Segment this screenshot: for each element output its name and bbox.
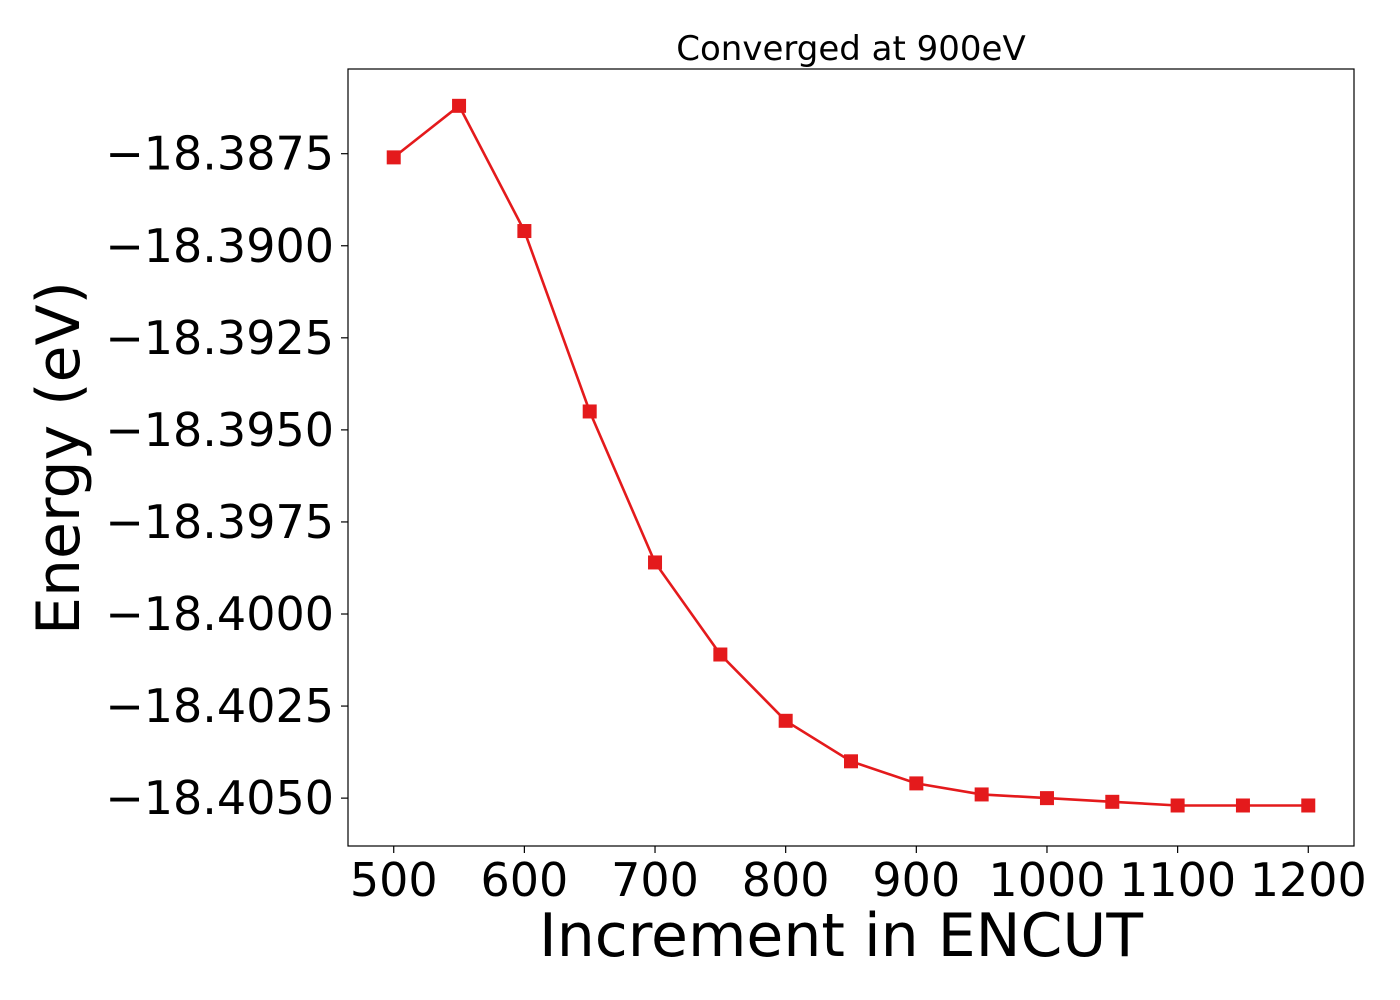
data-point bbox=[386, 150, 401, 165]
chart-title: Converged at 900eV bbox=[676, 29, 1025, 69]
x-tick-label: 600 bbox=[480, 853, 568, 907]
data-point bbox=[582, 404, 597, 419]
data-point bbox=[1039, 791, 1054, 806]
data-point bbox=[974, 787, 989, 802]
data-point bbox=[778, 713, 793, 728]
x-tick-label: 900 bbox=[872, 853, 960, 907]
data-point bbox=[648, 555, 663, 570]
plot-frame bbox=[347, 68, 1355, 847]
x-tick-label: 700 bbox=[611, 853, 699, 907]
data-point bbox=[1105, 794, 1120, 809]
series-line bbox=[392, 103, 1309, 807]
y-tick-label: −18.3975 bbox=[105, 495, 334, 549]
data-point bbox=[1301, 798, 1316, 813]
x-tick-label: 1100 bbox=[1119, 853, 1236, 907]
data-point bbox=[713, 647, 728, 662]
data-point bbox=[452, 98, 467, 113]
y-tick-label: −18.3950 bbox=[105, 403, 334, 457]
y-tick-label: −18.4025 bbox=[105, 679, 334, 733]
y-tick-label: −18.3925 bbox=[105, 311, 334, 365]
x-axis-label: Increment in ENCUT bbox=[539, 901, 1143, 971]
y-tick-label: −18.3900 bbox=[105, 219, 334, 273]
y-tick-label: −18.3875 bbox=[105, 127, 334, 181]
data-point bbox=[909, 776, 924, 791]
data-point bbox=[1235, 798, 1250, 813]
y-axis: −18.3875 −18.3900 −18.3925 −18.3950 −18.3975… bbox=[105, 127, 348, 825]
data-point bbox=[517, 224, 532, 239]
y-tick-label: −18.4000 bbox=[105, 587, 334, 641]
x-tick-label: 1200 bbox=[1250, 853, 1367, 907]
x-axis: 500 600 700 800 900 1000 1100 1200 bbox=[350, 846, 1367, 907]
x-tick-label: 800 bbox=[742, 853, 830, 907]
x-tick-label: 500 bbox=[350, 853, 438, 907]
x-tick-label: 1000 bbox=[988, 853, 1105, 907]
data-point bbox=[844, 754, 858, 769]
y-axis-label: Energy (eV) bbox=[24, 281, 94, 635]
y-tick-label: −18.4050 bbox=[105, 771, 334, 825]
series-layer bbox=[386, 98, 1316, 813]
data-point bbox=[1170, 798, 1185, 813]
